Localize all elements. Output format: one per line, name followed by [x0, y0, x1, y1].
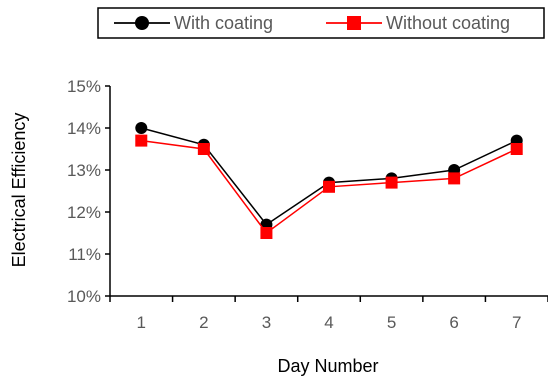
- y-tick-label: 14%: [67, 119, 101, 138]
- x-tick-label: 6: [449, 313, 458, 332]
- legend-label: With coating: [174, 13, 273, 33]
- x-tick-label: 5: [387, 313, 396, 332]
- legend-label: Without coating: [386, 13, 510, 33]
- data-point: [260, 227, 273, 239]
- y-tick-label: 12%: [67, 203, 101, 222]
- data-point: [135, 122, 148, 134]
- legend: With coating Without coating: [97, 7, 545, 39]
- x-tick-label: 4: [324, 313, 333, 332]
- x-tick-label: 7: [512, 313, 521, 332]
- y-tick-label: 10%: [67, 287, 101, 306]
- x-tick-label: 3: [262, 313, 271, 332]
- x-tick-label: 1: [137, 313, 146, 332]
- y-axis-label: Electrical Efficiency: [9, 113, 29, 268]
- legend-item-1: With coating: [114, 13, 273, 33]
- legend-marker: [135, 16, 149, 30]
- legend-box: [97, 7, 545, 39]
- series-line: [141, 127, 518, 226]
- data-point: [323, 180, 335, 193]
- data-point: [197, 143, 210, 155]
- x-axis-label: Day Number: [277, 356, 378, 376]
- data-point: [510, 143, 523, 155]
- x-tick-label: 2: [199, 313, 208, 332]
- series-1: [135, 122, 523, 231]
- y-tick-label: 11%: [68, 245, 101, 264]
- legend-item-2: Without coating: [326, 13, 510, 33]
- series-2: [135, 134, 523, 239]
- data-point: [135, 134, 148, 147]
- y-tick-label: 15%: [67, 77, 101, 96]
- axes: 10% 11% 12% 13% 14% 15% 1 2 3 4 5 6 7: [67, 77, 548, 332]
- y-tick-label: 13%: [67, 161, 101, 180]
- data-point: [448, 172, 461, 185]
- legend-marker: [347, 16, 361, 30]
- data-point: [385, 176, 398, 189]
- series-layer: [135, 122, 523, 239]
